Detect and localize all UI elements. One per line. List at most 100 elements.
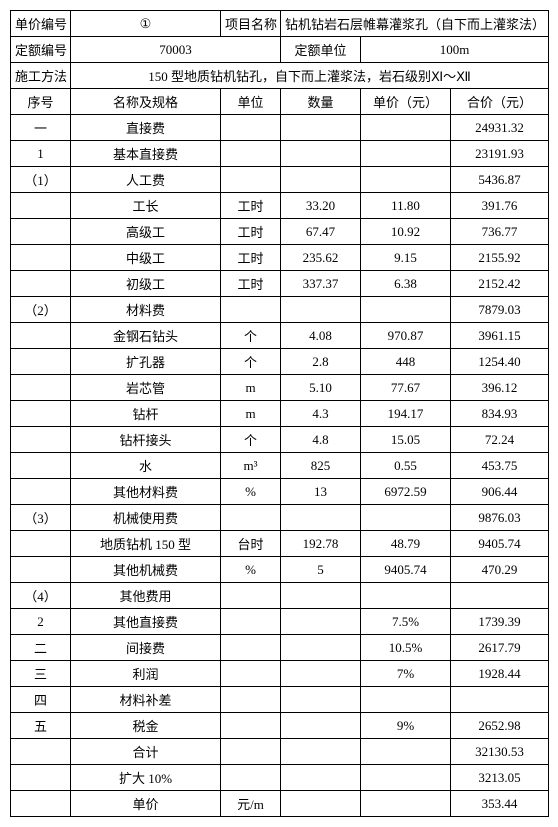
cell-total bbox=[451, 687, 549, 713]
cell-unit bbox=[221, 297, 281, 323]
unit-price-no-label: 单价编号 bbox=[11, 11, 71, 37]
cell-qty bbox=[281, 713, 361, 739]
cell-name: 其他费用 bbox=[71, 583, 221, 609]
cell-name: 直接费 bbox=[71, 115, 221, 141]
project-name-value: 钻机钻岩石层帷幕灌浆孔（自下而上灌浆法） bbox=[281, 11, 549, 37]
table-row: 初级工工时337.376.382152.42 bbox=[11, 271, 549, 297]
cell-seq: 三 bbox=[11, 661, 71, 687]
cell-unit: 工时 bbox=[221, 271, 281, 297]
method-value: 150 型地质钻机钻孔，自下而上灌浆法，岩石级别Ⅺ～Ⅻ bbox=[71, 63, 549, 89]
cell-qty: 235.62 bbox=[281, 245, 361, 271]
cell-seq: 五 bbox=[11, 713, 71, 739]
cell-name: 材料补差 bbox=[71, 687, 221, 713]
cell-seq bbox=[11, 349, 71, 375]
cell-unit bbox=[221, 765, 281, 791]
cell-qty: 5.10 bbox=[281, 375, 361, 401]
cell-name: 岩芯管 bbox=[71, 375, 221, 401]
cell-total: 1928.44 bbox=[451, 661, 549, 687]
cell-price: 194.17 bbox=[361, 401, 451, 427]
cell-total: 2652.98 bbox=[451, 713, 549, 739]
method-label: 施工方法 bbox=[11, 63, 71, 89]
cell-seq bbox=[11, 739, 71, 765]
cell-qty bbox=[281, 141, 361, 167]
cell-unit bbox=[221, 635, 281, 661]
cell-qty: 4.8 bbox=[281, 427, 361, 453]
cell-total: 7879.03 bbox=[451, 297, 549, 323]
table-row: 三利润7%1928.44 bbox=[11, 661, 549, 687]
cell-seq bbox=[11, 401, 71, 427]
cell-seq bbox=[11, 479, 71, 505]
cell-seq: （4） bbox=[11, 583, 71, 609]
cell-total: 2155.92 bbox=[451, 245, 549, 271]
cell-unit bbox=[221, 141, 281, 167]
table-row: （4）其他费用 bbox=[11, 583, 549, 609]
col-price: 单价（元） bbox=[361, 89, 451, 115]
header-row-3: 施工方法 150 型地质钻机钻孔，自下而上灌浆法，岩石级别Ⅺ～Ⅻ bbox=[11, 63, 549, 89]
cell-seq: 一 bbox=[11, 115, 71, 141]
cell-total: 1254.40 bbox=[451, 349, 549, 375]
cell-total bbox=[451, 583, 549, 609]
cell-name: 钻杆接头 bbox=[71, 427, 221, 453]
cell-name: 利润 bbox=[71, 661, 221, 687]
cell-name: 金钢石钻头 bbox=[71, 323, 221, 349]
cell-seq: （3） bbox=[11, 505, 71, 531]
col-unit: 单位 bbox=[221, 89, 281, 115]
cell-total: 3961.15 bbox=[451, 323, 549, 349]
cell-total: 2617.79 bbox=[451, 635, 549, 661]
col-qty: 数量 bbox=[281, 89, 361, 115]
table-row: 钻杆接头个4.815.0572.24 bbox=[11, 427, 549, 453]
cell-price: 77.67 bbox=[361, 375, 451, 401]
table-row: （1）人工费5436.87 bbox=[11, 167, 549, 193]
table-row: 水m³8250.55453.75 bbox=[11, 453, 549, 479]
cell-seq: （1） bbox=[11, 167, 71, 193]
unit-price-no-value: ① bbox=[71, 11, 221, 37]
cell-price: 448 bbox=[361, 349, 451, 375]
table-row: （2）材料费7879.03 bbox=[11, 297, 549, 323]
table-row: 高级工工时67.4710.92736.77 bbox=[11, 219, 549, 245]
cell-total: 9405.74 bbox=[451, 531, 549, 557]
cell-price: 9405.74 bbox=[361, 557, 451, 583]
cell-price: 9% bbox=[361, 713, 451, 739]
cell-price bbox=[361, 167, 451, 193]
cell-qty: 825 bbox=[281, 453, 361, 479]
cell-price: 7.5% bbox=[361, 609, 451, 635]
cell-price: 10.5% bbox=[361, 635, 451, 661]
cell-seq bbox=[11, 271, 71, 297]
cell-total: 32130.53 bbox=[451, 739, 549, 765]
cell-unit: 台时 bbox=[221, 531, 281, 557]
table-row: 1基本直接费23191.93 bbox=[11, 141, 549, 167]
table-row: 二间接费10.5%2617.79 bbox=[11, 635, 549, 661]
cell-price bbox=[361, 115, 451, 141]
cell-price: 6972.59 bbox=[361, 479, 451, 505]
cell-qty bbox=[281, 739, 361, 765]
quota-unit-label: 定额单位 bbox=[281, 37, 361, 63]
cell-name: 间接费 bbox=[71, 635, 221, 661]
cell-total: 3213.05 bbox=[451, 765, 549, 791]
cell-qty: 13 bbox=[281, 479, 361, 505]
cell-qty: 337.37 bbox=[281, 271, 361, 297]
cell-seq bbox=[11, 427, 71, 453]
cell-price bbox=[361, 297, 451, 323]
cell-price bbox=[361, 687, 451, 713]
table-row: 合计 32130.53 bbox=[11, 739, 549, 765]
col-total: 合价（元） bbox=[451, 89, 549, 115]
cell-total: 834.93 bbox=[451, 401, 549, 427]
cell-qty bbox=[281, 583, 361, 609]
cell-name: 人工费 bbox=[71, 167, 221, 193]
cell-seq bbox=[11, 245, 71, 271]
cell-unit: m bbox=[221, 401, 281, 427]
table-row: 单价元/m353.44 bbox=[11, 791, 549, 817]
cell-unit bbox=[221, 687, 281, 713]
cell-price bbox=[361, 791, 451, 817]
cell-price: 48.79 bbox=[361, 531, 451, 557]
cell-unit: m³ bbox=[221, 453, 281, 479]
cell-name: 税金 bbox=[71, 713, 221, 739]
cell-seq bbox=[11, 531, 71, 557]
quota-no-value: 70003 bbox=[71, 37, 281, 63]
cell-name: 合计 bbox=[71, 739, 221, 765]
cell-name: 工长 bbox=[71, 193, 221, 219]
cell-qty: 192.78 bbox=[281, 531, 361, 557]
column-header-row: 序号 名称及规格 单位 数量 单价（元） 合价（元） bbox=[11, 89, 549, 115]
cell-unit: m bbox=[221, 375, 281, 401]
cell-qty bbox=[281, 297, 361, 323]
